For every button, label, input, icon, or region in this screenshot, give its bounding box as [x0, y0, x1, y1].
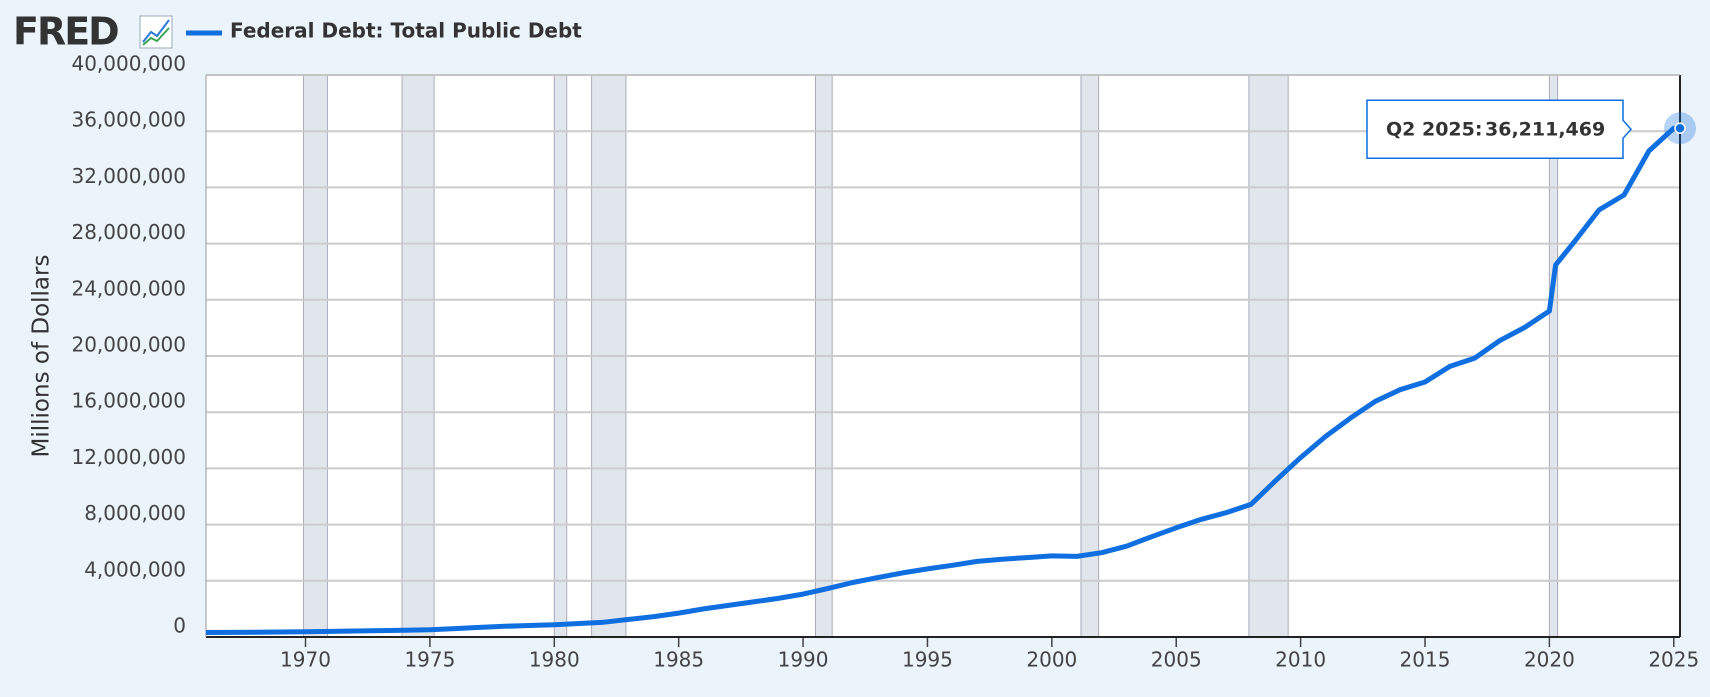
y-tick-label: 40,000,000 — [71, 52, 186, 76]
tooltip-value: 36,211,469 — [1485, 119, 1605, 141]
tooltip-period: Q2 2025: — [1386, 119, 1482, 141]
y-tick-label: 12,000,000 — [71, 445, 186, 469]
y-tick-label: 36,000,000 — [71, 108, 186, 132]
x-tick-label: 2010 — [1275, 648, 1326, 672]
y-tick-label: 4,000,000 — [84, 557, 186, 581]
x-tick-label: 1980 — [529, 648, 580, 672]
x-tick-label: 2005 — [1151, 648, 1202, 672]
y-tick-label: 24,000,000 — [71, 276, 186, 300]
y-axis-label: Millions of Dollars — [29, 255, 55, 458]
y-tick-label: 20,000,000 — [71, 333, 186, 357]
y-tick-label: 8,000,000 — [84, 501, 186, 525]
x-tick-label: 1970 — [280, 648, 331, 672]
x-tick-label: 2025 — [1648, 648, 1699, 672]
y-tick-label: 32,000,000 — [71, 164, 186, 188]
y-tick-label: 0 — [173, 614, 186, 638]
hover-point — [1674, 122, 1686, 134]
logo: FRED — [13, 10, 118, 54]
legend-label: Federal Debt: Total Public Debt — [230, 19, 582, 43]
line-series — [205, 125, 1680, 635]
tooltip-box — [1366, 99, 1633, 159]
logo-icon — [139, 15, 173, 49]
x-tick-label: 1995 — [902, 648, 953, 672]
x-tick-label: 1990 — [778, 648, 829, 672]
x-tick-label: 2020 — [1524, 648, 1575, 672]
x-tick-label: 1975 — [404, 648, 455, 672]
x-tick-label: 1985 — [653, 648, 704, 672]
x-tick-label: 2000 — [1026, 648, 1077, 672]
x-tick-label: 2015 — [1400, 648, 1451, 672]
y-tick-label: 28,000,000 — [71, 220, 186, 244]
y-tick-label: 16,000,000 — [71, 389, 186, 413]
